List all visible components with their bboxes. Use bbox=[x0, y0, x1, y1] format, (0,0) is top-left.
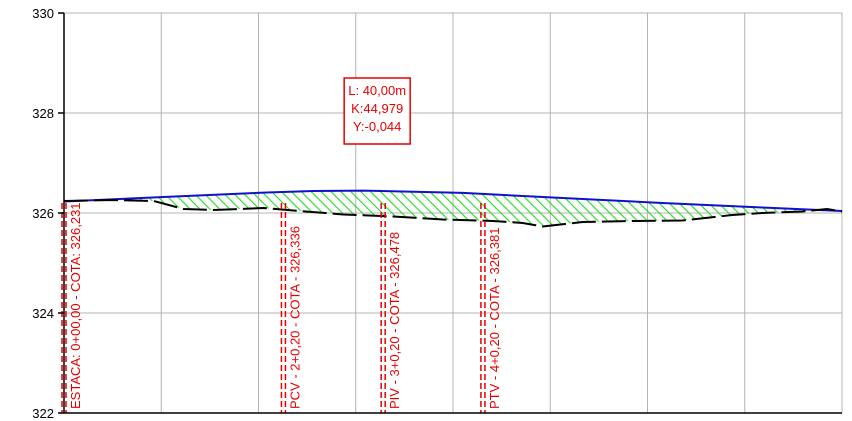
station-label: PTV - 4+0,20 - COTA - 326,381 bbox=[487, 228, 502, 410]
design-profile-line bbox=[63, 189, 843, 212]
station-label: ESTACA: 0+00,00 - COTA: 326,231 bbox=[68, 202, 83, 409]
y-tick-label: 330 bbox=[32, 6, 54, 21]
cut-fill-hatch bbox=[64, 190, 842, 227]
station-label: PCV - 2+0,20 - COTA - 326,336 bbox=[287, 226, 302, 409]
y-tick-label: 322 bbox=[32, 406, 54, 421]
terrain-profile-line bbox=[63, 198, 843, 228]
curve-info-box bbox=[343, 77, 411, 145]
y-tick-label: 328 bbox=[32, 106, 54, 121]
vertical-curve-box: L: 40,00m K:44,979 Y:-0,044 bbox=[343, 77, 411, 145]
curve-info-line: L: 40,00m bbox=[348, 83, 406, 98]
axes: 322 324 326 328 330 bbox=[32, 6, 842, 421]
station-label: PIV - 3+0,20 - COTA - 326,478 bbox=[387, 232, 402, 409]
curve-info-line: K:44,979 bbox=[351, 101, 403, 116]
y-tick-label: 326 bbox=[32, 206, 54, 221]
cut-fill-area bbox=[64, 190, 842, 227]
curve-info-line: Y:-0,044 bbox=[353, 119, 401, 134]
y-tick-label: 324 bbox=[32, 306, 54, 321]
station-group: ESTACA: 0+00,00 - COTA: 326,231 PCV - 2+0… bbox=[61, 202, 502, 413]
series-group bbox=[63, 189, 843, 228]
